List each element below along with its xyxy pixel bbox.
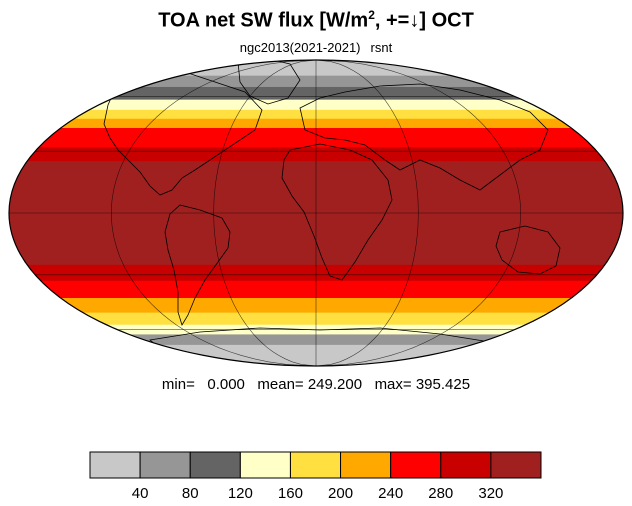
meridian-line: [315, 60, 419, 366]
colorbar-tick-label: 200: [328, 485, 353, 502]
map-border: [8, 59, 624, 367]
colorbar-tick-label: 320: [478, 485, 503, 502]
colorbar-tick-label: 240: [378, 485, 403, 502]
colorbar-box: [239, 451, 291, 479]
colorbar-box: [189, 451, 241, 479]
colorbar-box: [289, 451, 342, 479]
greenland-outline: [237, 60, 301, 105]
colorbar-box: [490, 451, 542, 479]
south-america-outline: [164, 204, 231, 326]
colorbar-tick-label: 80: [182, 485, 199, 502]
europe-asia-outline: [299, 83, 549, 191]
colorbar-tick-label: 120: [228, 485, 253, 502]
map-title: TOA net SW flux [W/m2, +=↓] OCT: [158, 8, 474, 32]
colorbar-tick-label: 40: [132, 485, 149, 502]
variable-label: rsnt: [370, 40, 393, 55]
colorbar-box: [340, 451, 392, 479]
meridian-line: [110, 60, 317, 366]
meridian-line: [315, 60, 522, 366]
map-subtitle: ngc2013(2021-2021) rsnt: [0, 40, 632, 55]
meridian-line: [213, 60, 317, 366]
dataset-label: ngc2013(2021-2021): [239, 40, 361, 55]
colorbar-box: [440, 451, 492, 479]
stats-line: min= 0.000 mean= 249.200 max= 395.425: [161, 376, 471, 393]
colorbar-tick-label: 280: [428, 485, 453, 502]
colorbar-box: [89, 451, 141, 479]
north-america-outline: [103, 69, 263, 196]
colorbar-labels: 40 80 120 160 200 240 280 320: [132, 485, 504, 502]
australia-outline: [495, 225, 561, 275]
colorbar-box: [390, 451, 442, 479]
africa-outline: [281, 143, 393, 281]
colorbar-boxes: [89, 451, 542, 479]
colorbar-tick-label: 160: [278, 485, 303, 502]
colorbar-box: [139, 451, 191, 479]
